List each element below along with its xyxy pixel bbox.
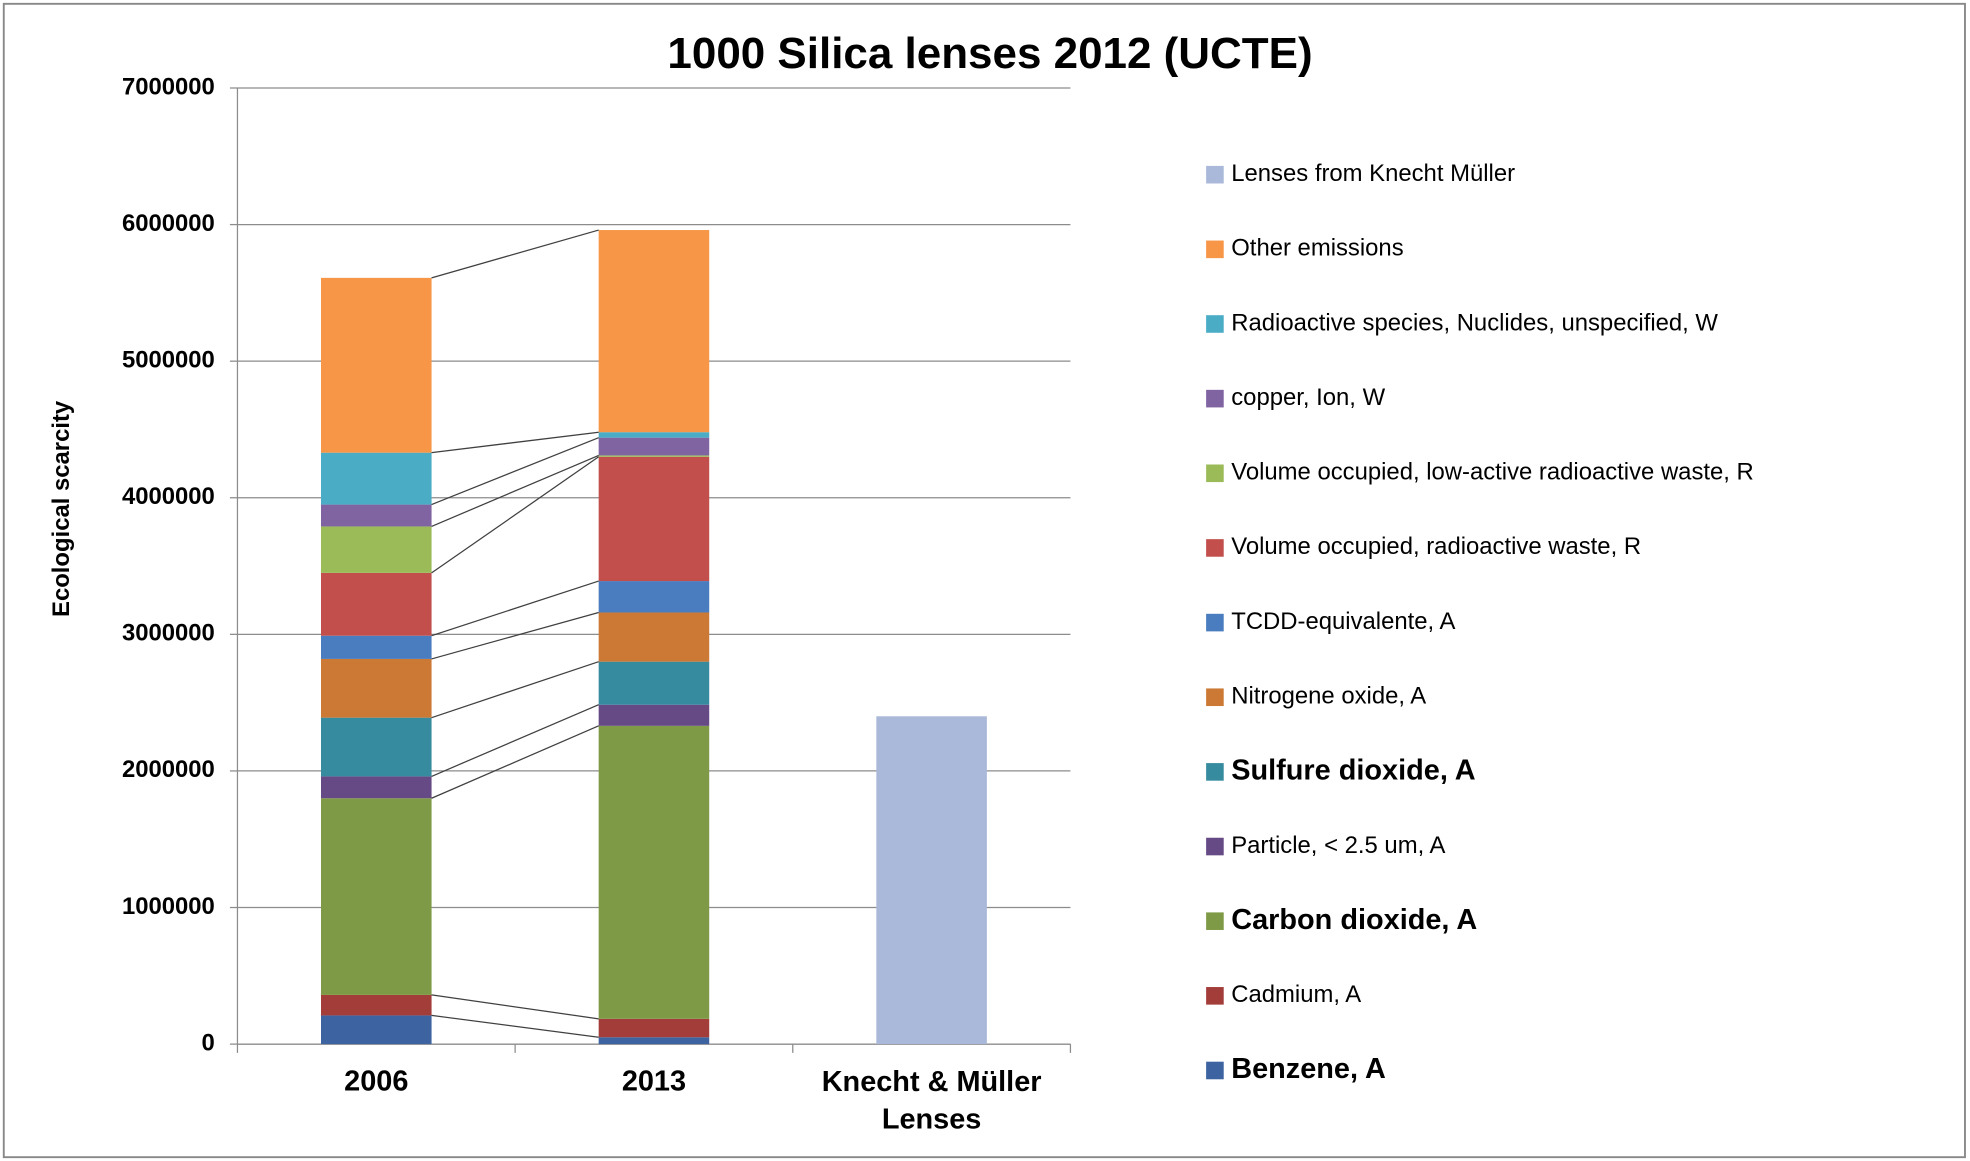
bar-segment bbox=[598, 437, 710, 456]
bar-segment bbox=[321, 452, 432, 505]
connector-line bbox=[431, 704, 599, 777]
bar-segment bbox=[321, 635, 432, 659]
bar-segment bbox=[321, 504, 432, 527]
legend-swatch bbox=[1206, 688, 1224, 707]
bar-segment bbox=[321, 776, 432, 799]
bar-segment bbox=[321, 994, 432, 1016]
x-tick-label: 2013 bbox=[622, 1066, 686, 1098]
legend-swatch bbox=[1206, 389, 1224, 408]
legend-label: Benzene, A bbox=[1231, 1053, 1386, 1085]
connector-line bbox=[431, 580, 599, 637]
x-tick-label: Knecht & Müller Lenses bbox=[822, 1066, 1042, 1136]
connector-line bbox=[431, 229, 599, 279]
connector-line bbox=[431, 611, 599, 660]
bar-segment bbox=[876, 716, 987, 1045]
y-tick-label: 0 bbox=[202, 1029, 215, 1056]
legend-swatch bbox=[1206, 539, 1224, 557]
legend-label: Volume occupied, low-active radioactive … bbox=[1231, 459, 1754, 486]
bar-segment bbox=[598, 456, 710, 582]
legend-swatch bbox=[1206, 912, 1224, 930]
bar-segment bbox=[598, 612, 710, 662]
bar-segment bbox=[321, 572, 432, 636]
legend-swatch bbox=[1206, 837, 1224, 856]
y-tick-label: 6000000 bbox=[122, 210, 215, 237]
legend-swatch bbox=[1206, 613, 1224, 632]
connector-line bbox=[431, 661, 599, 719]
y-tick-label: 2000000 bbox=[122, 756, 215, 783]
legend-label: Lenses from Knecht Müller bbox=[1231, 160, 1515, 187]
connector-line bbox=[431, 454, 599, 528]
legend-label: Other emissions bbox=[1231, 235, 1403, 262]
bar-segment bbox=[598, 1037, 710, 1045]
bar-segment bbox=[321, 277, 432, 453]
bar-segment bbox=[321, 1015, 432, 1045]
bar-segment bbox=[321, 717, 432, 777]
bar-segment bbox=[598, 1018, 710, 1038]
y-tick-label: 3000000 bbox=[122, 620, 215, 647]
connector-line bbox=[431, 456, 600, 574]
bar-segment bbox=[598, 725, 710, 1019]
legend-label: copper, Ion, W bbox=[1231, 384, 1385, 411]
bar-segment bbox=[598, 432, 710, 438]
bar-segment bbox=[598, 661, 710, 705]
bar-segment bbox=[598, 230, 710, 433]
legend-swatch bbox=[1206, 315, 1224, 333]
y-axis-title: Ecological scarcity bbox=[48, 400, 75, 617]
bar-segment bbox=[598, 581, 710, 613]
connector-line bbox=[431, 431, 599, 454]
legend-label: Particle, < 2.5 um, A bbox=[1231, 832, 1445, 859]
legend-label: Nitrogene oxide, A bbox=[1231, 683, 1426, 710]
legend-label: Sulfure dioxide, A bbox=[1231, 755, 1476, 787]
legend-label: Radioactive species, Nuclides, unspecifi… bbox=[1231, 309, 1718, 336]
bar-segment bbox=[321, 526, 432, 573]
x-tick-label: 2006 bbox=[344, 1066, 408, 1098]
connector-line bbox=[431, 1014, 599, 1038]
legend-swatch bbox=[1206, 763, 1224, 781]
connector-line bbox=[431, 994, 599, 1020]
legend-swatch bbox=[1206, 1061, 1224, 1080]
connector-line bbox=[431, 725, 599, 799]
legend-swatch bbox=[1206, 165, 1224, 184]
y-tick-label: 1000000 bbox=[122, 893, 215, 920]
bar-segment bbox=[598, 704, 710, 726]
bar-segment bbox=[598, 455, 710, 457]
bar-segment bbox=[321, 798, 432, 995]
legend-label: Cadmium, A bbox=[1231, 981, 1361, 1008]
y-tick-label: 7000000 bbox=[122, 73, 215, 100]
legend-label: Volume occupied, radioactive waste, R bbox=[1231, 533, 1641, 560]
legend-swatch bbox=[1206, 987, 1224, 1005]
chart-title: 1000 Silica lenses 2012 (UCTE) bbox=[667, 29, 1312, 78]
legend-swatch bbox=[1206, 464, 1224, 483]
legend-label: TCDD-equivalente, A bbox=[1231, 608, 1455, 635]
connector-line bbox=[431, 437, 599, 506]
y-tick-label: 4000000 bbox=[122, 483, 215, 510]
legend-label: Carbon dioxide, A bbox=[1231, 904, 1477, 936]
y-tick-label: 5000000 bbox=[122, 346, 215, 373]
bar-segment bbox=[321, 658, 432, 718]
legend-swatch bbox=[1206, 240, 1224, 259]
